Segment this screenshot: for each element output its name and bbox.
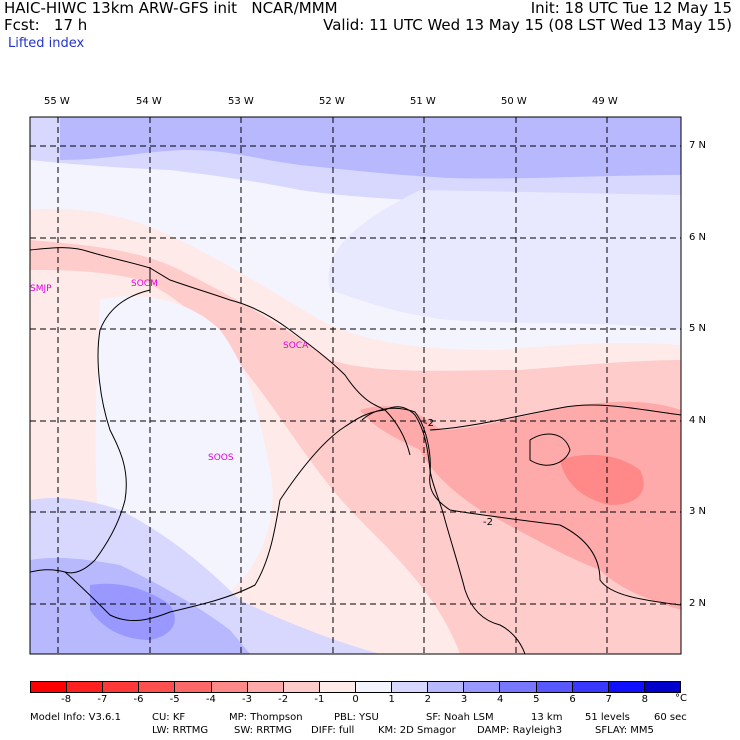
lon-label-54w: 54 W — [136, 96, 162, 107]
shade-blue-north-dark — [60, 117, 681, 179]
footer-resolution: 13 km — [531, 712, 563, 723]
contour-minus2-north — [429, 404, 681, 431]
colorbar-cell — [211, 682, 248, 692]
station-soca: SOCA — [283, 341, 309, 351]
colorbar-cell — [355, 682, 393, 692]
colorbar-cell — [67, 682, 104, 692]
model-title: HAIC-HIWC 13km ARW-GFS init NCAR/MMM — [4, 0, 338, 17]
shade-blue-southwest-dark — [90, 583, 175, 640]
lon-label-50w: 50 W — [501, 96, 527, 107]
colorbar-cell — [31, 682, 68, 692]
footer-km: KM: 2D Smagor — [378, 725, 456, 736]
footer-cu: CU: KF — [152, 712, 186, 723]
lat-label-7n: 7 N — [689, 140, 707, 151]
colorbar-tick-label: -1 — [314, 694, 325, 705]
colorbar-cell — [644, 682, 680, 692]
contour-minus2-loop — [529, 433, 571, 466]
lat-label-6n: 6 N — [689, 232, 707, 243]
colorbar-tick-label: -3 — [242, 694, 252, 705]
colorbar-tick-label: 3 — [460, 694, 468, 705]
footer-sflay: SFLAY: MM5 — [595, 725, 654, 736]
station-socm: SOCM — [131, 279, 158, 289]
border-river — [384, 409, 411, 456]
colorbar-cell — [283, 682, 320, 692]
lat-label-3n: 3 N — [689, 506, 707, 517]
colorbar-cell — [500, 682, 537, 692]
colorbar-cell — [247, 682, 284, 692]
colorbar-tick-label: -4 — [205, 694, 216, 705]
lat-label-4n: 4 N — [689, 415, 707, 426]
contour-label: -2 — [483, 517, 493, 528]
colorbar-tick-label: -5 — [169, 694, 180, 705]
colorbar-cell — [572, 682, 609, 692]
footer-lw: LW: RRTMG — [152, 725, 209, 736]
coastline — [30, 247, 526, 654]
field-name: Lifted index — [8, 36, 85, 51]
colorbar-tick-label: 6 — [569, 694, 576, 705]
colorbar-cell — [536, 682, 573, 692]
colorbar-cell — [608, 682, 645, 692]
shade-blue-north-pale — [328, 190, 681, 330]
colorbar-tick-label: -2 — [278, 694, 289, 705]
footer-levels: 51 levels — [585, 712, 630, 723]
colorbar-tick-label: 5 — [533, 694, 540, 705]
colorbar-cell — [103, 682, 140, 692]
colorbar-cell — [464, 682, 501, 692]
lat-label-5n: 5 N — [689, 323, 707, 334]
colorbar-cell — [392, 682, 429, 692]
colorbar-tick-label: 0 — [352, 694, 359, 705]
lat-label-2n: 2 N — [689, 598, 707, 609]
footer-diff: DIFF: full — [311, 725, 355, 736]
lon-label-49w: 49 W — [592, 96, 618, 107]
lon-label-55w: 55 W — [44, 96, 70, 107]
colorbar-unit: °C — [675, 693, 687, 704]
colorbar — [30, 681, 681, 693]
graticule — [30, 117, 681, 654]
colorbar-tick-label: -8 — [61, 694, 72, 705]
lon-label-52w: 52 W — [319, 96, 345, 107]
colorbar-tick-label: 2 — [424, 694, 432, 705]
footer-model-info: Model Info: V3.6.1 — [30, 712, 121, 723]
lon-label-53w: 53 W — [228, 96, 254, 107]
colorbar-tick-label: 1 — [388, 694, 395, 705]
footer-sw: SW: RRTMG — [234, 725, 292, 736]
station-smjp: SMJP — [30, 284, 52, 294]
station-soos: SOOS — [208, 453, 234, 463]
border-guyane-brazil — [64, 409, 386, 621]
shade-pink-dark — [360, 401, 681, 610]
lon-label-51w: 51 W — [410, 96, 436, 107]
footer-sf: SF: Noah LSM — [426, 712, 494, 723]
colorbar-tick-label: -7 — [97, 694, 108, 705]
colorbar-tick-label: 4 — [496, 694, 504, 705]
valid-time: Valid: 11 UTC Wed 13 May 15 (08 LST Wed … — [323, 16, 732, 34]
colorbar-cell — [175, 682, 212, 692]
footer-mp: MP: Thompson — [229, 712, 303, 723]
init-time: Init: 18 UTC Tue 12 May 15 — [530, 0, 732, 17]
footer-damp: DAMP: Rayleigh3 — [477, 725, 563, 736]
shade-pink-mid — [30, 240, 681, 654]
colorbar-tick-label: 7 — [605, 694, 612, 705]
map-frame — [29, 116, 682, 655]
colorbar-ticks: -8 -7 -6 -5 -4 -3 -2 -1 0 1 2 3 4 5 6 7 8 — [0, 694, 740, 706]
colorbar-cell — [139, 682, 176, 692]
shade-red-core — [560, 454, 644, 505]
colorbar-tick-label: -6 — [133, 694, 144, 705]
contour-label: -2 — [424, 418, 434, 429]
colorbar-cell — [319, 682, 356, 692]
forecast-hour: Fcst: 17 h — [4, 16, 88, 34]
footer-timestep: 60 sec — [654, 712, 687, 723]
colorbar-tick-label: 8 — [641, 694, 649, 705]
footer-pbl: PBL: YSU — [334, 712, 379, 723]
colorbar-cell — [428, 682, 465, 692]
